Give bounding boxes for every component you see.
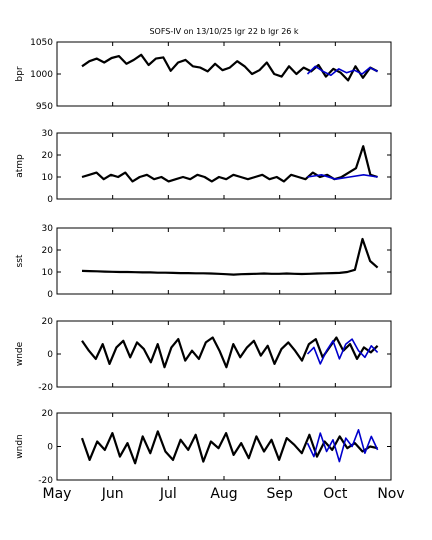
y-tick-label: 10: [42, 173, 54, 183]
y-tick-label: 20: [42, 409, 54, 419]
chart-title: SOFS-IV on 13/10/25 lgr 22 b lgr 26 k: [149, 27, 298, 36]
y-axis-label: wnde: [15, 341, 25, 366]
series-line-2: [306, 65, 378, 77]
y-tick-label: 20: [42, 246, 54, 256]
y-tick-label: 0: [47, 195, 53, 205]
y-tick-label: 10: [42, 268, 54, 278]
panel-wnde: -20 0 20 wnde: [15, 317, 392, 393]
y-tick-label: -20: [38, 383, 53, 393]
y-tick-label: 30: [42, 224, 54, 234]
x-tick-label: May: [43, 486, 72, 502]
series-line-1: [81, 237, 379, 276]
y-tick-label: -20: [38, 476, 53, 486]
y-tick-label: 0: [47, 350, 53, 360]
y-axis-label: wndn: [15, 434, 25, 458]
y-tick-label: 950: [36, 102, 53, 112]
y-axis-label: bpr: [15, 66, 25, 81]
x-tick-label: Nov: [377, 486, 404, 502]
series-line-2: [306, 338, 379, 365]
y-tick-label: 30: [42, 129, 54, 139]
panel-wndn: -20 0 20 wndn May Jun Jul Aug Sep Oct Nov: [15, 409, 405, 502]
x-tick-label: Oct: [323, 486, 348, 502]
plot-frame: [56, 227, 392, 295]
plot-frame: [56, 132, 392, 200]
series-line-2: [306, 428, 379, 463]
x-tick-label: Jun: [101, 486, 124, 502]
panel-atmp: 0 10 20 30 atmp: [15, 129, 392, 205]
series-line-1: [81, 53, 379, 82]
series-line-1: [80, 430, 378, 465]
x-tick-label: Sep: [266, 486, 293, 502]
x-tick-label: Jul: [159, 486, 177, 502]
y-tick-label: 1050: [30, 38, 53, 48]
y-tick-label: 1000: [30, 70, 53, 80]
y-tick-label: 20: [42, 317, 54, 327]
y-tick-label: 20: [42, 151, 54, 161]
y-axis-label: atmp: [15, 154, 25, 178]
y-axis-label: sst: [15, 254, 25, 267]
series-line-2: [307, 174, 378, 180]
panel-bpr: 950 1000 1050 bpr: [15, 38, 392, 112]
y-tick-label: 0: [47, 443, 53, 453]
panel-sst: 0 10 20 30 sst: [15, 224, 392, 300]
series-line-1: [81, 145, 378, 183]
x-tick-label: Aug: [210, 486, 237, 502]
y-tick-label: 0: [47, 290, 53, 300]
